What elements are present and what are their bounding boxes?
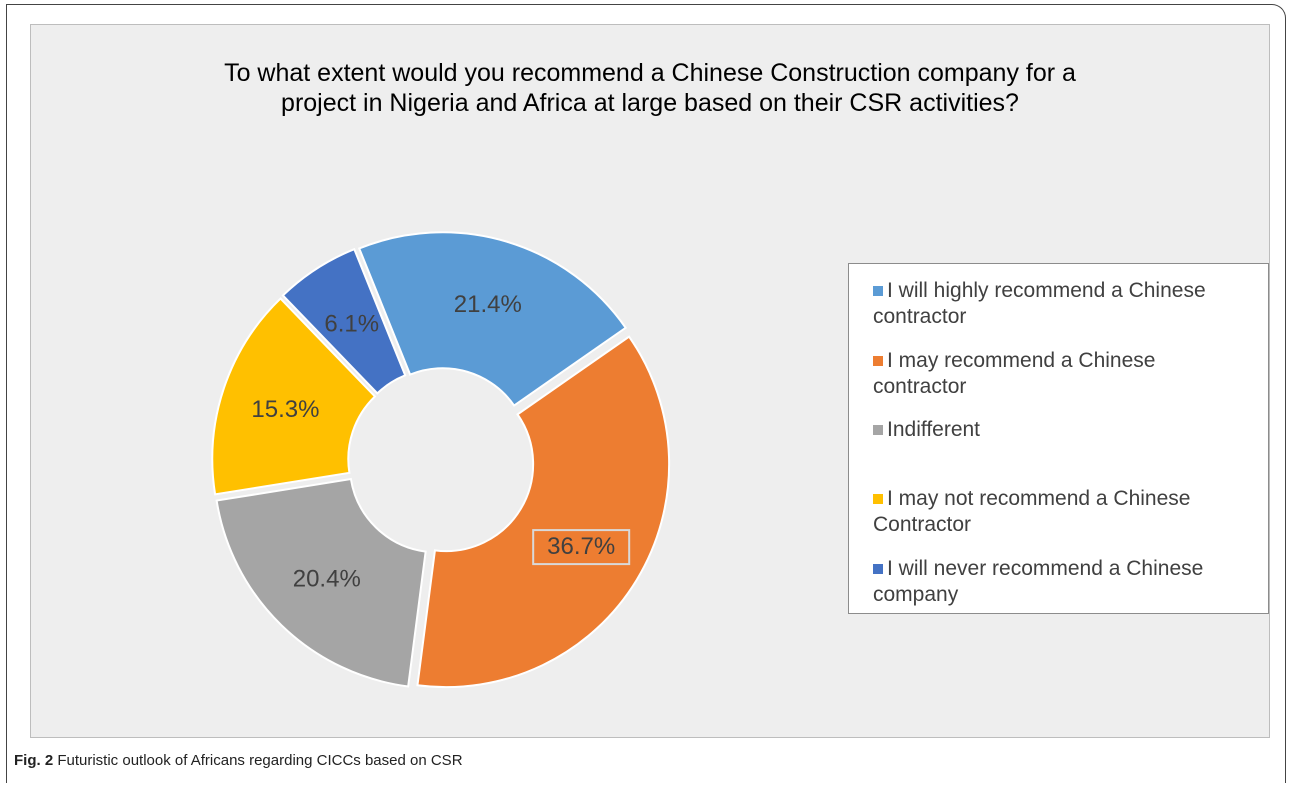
slice-label-indifferent: 20.4% xyxy=(293,566,361,593)
legend-label-never-recommend-line-2: company xyxy=(873,583,959,606)
legend-label-highly-recommend-line-2: contractor xyxy=(873,305,967,328)
legend-swatch-may-recommend xyxy=(873,356,883,366)
chart-title: To what extent would you recommend a Chi… xyxy=(40,58,1260,118)
legend-label-may-recommend-line-2: contractor xyxy=(873,375,967,398)
legend-item-may-recommend: I may recommend a Chinese contractor xyxy=(873,348,1263,400)
legend: I will highly recommend a Chinese contra… xyxy=(848,263,1269,614)
legend-label-may-recommend-line-1: I may recommend a Chinese xyxy=(887,349,1156,372)
donut-slice-may-recommend xyxy=(416,335,671,689)
figure-caption: Fig. 2 Futuristic outlook of Africans re… xyxy=(14,752,463,769)
donut-slice-never-recommend xyxy=(281,247,407,395)
legend-label-may-not-recommend-line-2: Contractor xyxy=(873,513,972,536)
legend-swatch-never-recommend xyxy=(873,564,883,574)
slice-label-box-may-recommend xyxy=(532,529,631,566)
figure-frame xyxy=(6,4,1286,783)
legend-swatch-indifferent xyxy=(873,425,883,435)
legend-item-highly-recommend: I will highly recommend a Chinese contra… xyxy=(873,278,1263,330)
legend-label-indifferent: Indifferent xyxy=(887,418,981,441)
legend-label-highly-recommend-line-1: I will highly recommend a Chinese xyxy=(887,279,1206,302)
slice-label-may-not-recommend: 15.3% xyxy=(251,396,319,423)
slice-labels: 21.4% 36.7% 20.4% 15.3% 6.1% xyxy=(251,291,631,593)
donut-slice-may-not-recommend xyxy=(211,297,377,496)
legend-swatch-may-not-recommend xyxy=(873,494,883,504)
slice-label-never-recommend: 6.1% xyxy=(324,310,379,337)
donut-slice-indifferent xyxy=(215,477,427,688)
legend-item-indifferent: Indifferent xyxy=(873,417,1263,443)
legend-item-may-not-recommend: I may not recommend a Chinese Contractor xyxy=(873,486,1263,538)
slice-label-highly-recommend: 21.4% xyxy=(454,291,522,318)
chart-title-line-2: project in Nigeria and Africa at large b… xyxy=(281,89,1019,117)
legend-swatch-highly-recommend xyxy=(873,286,883,296)
figure-caption-label: Fig. 2 xyxy=(14,752,54,769)
legend-label-may-not-recommend-line-1: I may not recommend a Chinese xyxy=(887,487,1191,510)
donut-slices xyxy=(211,231,671,689)
donut-slice-highly-recommend xyxy=(357,231,628,407)
slice-label-may-recommend: 36.7% xyxy=(547,533,615,560)
legend-label-never-recommend-line-1: I will never recommend a Chinese xyxy=(887,557,1204,580)
legend-item-never-recommend: I will never recommend a Chinese company xyxy=(873,556,1263,608)
figure-caption-text: Futuristic outlook of Africans regarding… xyxy=(53,752,463,769)
chart-title-line-1: To what extent would you recommend a Chi… xyxy=(224,59,1076,87)
